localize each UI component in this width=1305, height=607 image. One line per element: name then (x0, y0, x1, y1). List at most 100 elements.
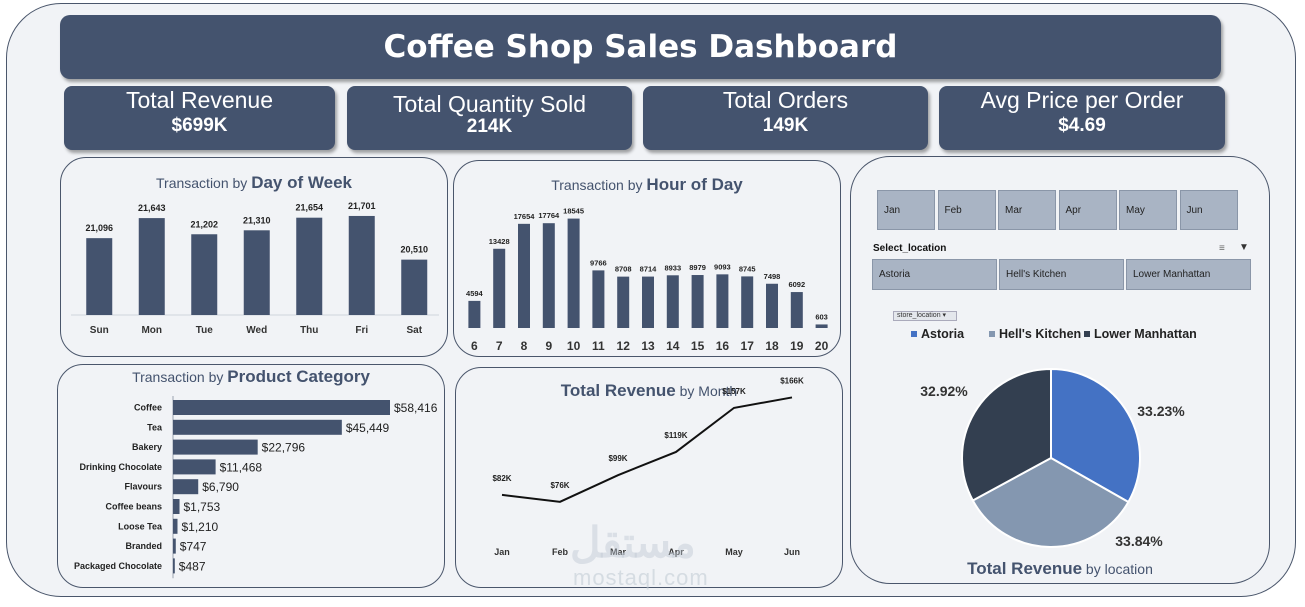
bar (296, 217, 323, 315)
chart-title: Total Revenue by location (851, 559, 1269, 579)
tick-label: Sun (90, 325, 109, 336)
bar (173, 558, 175, 574)
chart-title: Transaction by Product Category (58, 367, 444, 387)
tick-label: Tea (147, 422, 163, 432)
tick-label: Mar (610, 547, 627, 557)
bar (86, 238, 113, 315)
clear-filter-icon[interactable]: ▼ (1239, 242, 1249, 253)
bar (790, 292, 803, 328)
bar (173, 518, 178, 534)
bar (191, 234, 218, 315)
tick-label: Wed (246, 325, 267, 336)
tick-label: Thu (300, 325, 318, 336)
chart-title-bold: Day of Week (251, 173, 352, 192)
data-label: $76K (550, 481, 569, 490)
data-label: 21,310 (243, 215, 271, 225)
data-label: 603 (815, 312, 828, 321)
bar (716, 274, 729, 328)
tick-label: 12 (617, 339, 631, 353)
tick-label: Branded (125, 541, 162, 551)
location-card: Jan Feb Mar Apr May Jun Select_location ≡ ▼ A… (850, 156, 1270, 584)
field-filter-button[interactable]: store_location ▾ (893, 311, 957, 321)
legend-label: Hell's Kitchen (999, 327, 1081, 341)
legend-swatch (989, 331, 995, 337)
month-slicer-item[interactable]: Apr (1058, 190, 1117, 230)
location-slicer-item[interactable]: Astoria (872, 259, 997, 290)
bar (173, 439, 258, 455)
data-label: 8714 (640, 265, 658, 274)
data-label: $99K (608, 454, 627, 463)
tick-label: Jun (784, 547, 800, 557)
data-label: 8933 (664, 263, 681, 272)
tick-label: 19 (790, 339, 804, 353)
chart-title-bold: Total Revenue (967, 559, 1083, 578)
data-label: $1,210 (181, 520, 218, 534)
data-label: 8745 (739, 264, 756, 273)
data-label: 21,701 (348, 201, 376, 211)
pie-slice (961, 367, 1052, 502)
tick-label: Feb (552, 547, 569, 557)
bar (542, 223, 555, 328)
data-label: $45,449 (346, 421, 390, 435)
location-slicer-item[interactable]: Lower Manhattan (1126, 259, 1251, 290)
data-label: 7498 (764, 272, 781, 281)
kpi-value: $699K (171, 115, 228, 136)
tick-label: 8 (521, 339, 528, 353)
data-label: 21,096 (85, 223, 113, 233)
data-label: 21,654 (295, 203, 323, 213)
legend-swatch (911, 331, 917, 337)
bar (173, 419, 342, 435)
month-slicer-item[interactable]: Feb (937, 190, 996, 230)
bar (401, 259, 428, 315)
month-slicer-item[interactable]: May (1119, 190, 1177, 230)
bar (617, 276, 630, 328)
tick-label: Coffee (134, 403, 162, 413)
data-label: $157K (722, 387, 746, 396)
data-label: 17654 (514, 212, 536, 221)
multi-select-icon[interactable]: ≡ (1219, 243, 1225, 254)
data-label: $22,796 (262, 441, 306, 455)
bar (468, 300, 481, 328)
chart-title-suffix: by location (1082, 561, 1153, 577)
tick-label: 6 (471, 339, 478, 353)
day-of-week-card: Transaction by Day of Week 21,096 Sun 21,6… (60, 157, 448, 357)
tick-label: Fri (355, 325, 368, 336)
month-slicer-item[interactable]: Jan (877, 190, 935, 230)
data-label: $166K (780, 376, 804, 385)
location-slicer-item[interactable]: Hell's Kitchen (999, 259, 1124, 290)
bar (666, 275, 679, 328)
tick-label: Loose Tea (118, 521, 163, 531)
data-label: 6092 (788, 280, 805, 289)
tick-label: Flavours (124, 482, 162, 492)
data-label: 9093 (714, 262, 731, 271)
chart-title: Transaction by Hour of Day (454, 175, 840, 195)
data-label: 32.92% (920, 383, 968, 399)
data-label: $11,468 (220, 460, 263, 474)
tick-label: Drinking Chocolate (79, 462, 162, 472)
data-label: 20,510 (400, 245, 428, 255)
data-label: 13428 (489, 237, 510, 246)
month-slicer-item[interactable]: Jun (1179, 190, 1238, 230)
data-label: 33.23% (1137, 403, 1185, 419)
bar (243, 230, 270, 315)
tick-label: 16 (716, 339, 730, 353)
data-label: 33.84% (1115, 533, 1163, 549)
data-label: $487 (179, 559, 206, 573)
kpi-avg-price: Avg Price per Order $4.69 (939, 86, 1225, 150)
kpi-total-revenue: Total Revenue $699K (64, 86, 335, 150)
tick-label: 14 (666, 339, 680, 353)
tick-label: Tue (196, 325, 213, 336)
tick-label: 15 (691, 339, 705, 353)
tick-label: 9 (545, 339, 552, 353)
tick-label: May (725, 547, 743, 557)
watermark-logo: مستقل (570, 519, 696, 566)
kpi-label: Avg Price per Order (980, 87, 1184, 113)
bar (138, 218, 165, 315)
title-bar: Coffee Shop Sales Dashboard (60, 15, 1221, 79)
data-label: $6,790 (202, 480, 239, 494)
kpi-value: $4.69 (1058, 115, 1106, 136)
tick-label: Jan (494, 547, 510, 557)
bar (173, 499, 180, 514)
month-slicer-item[interactable]: Mar (998, 190, 1056, 230)
chart-title: Transaction by Day of Week (61, 173, 447, 193)
